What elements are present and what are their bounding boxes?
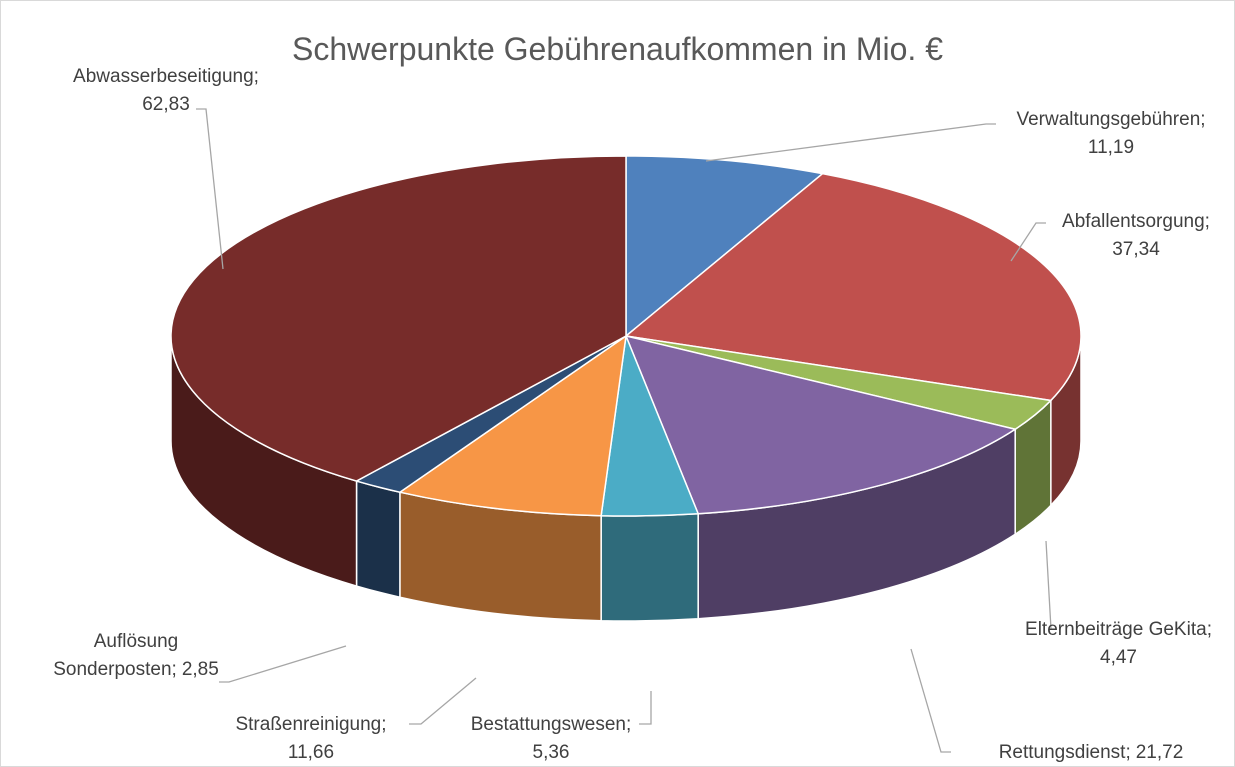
- label-separator: ;: [253, 66, 259, 87]
- label-value: 62,83: [142, 94, 190, 115]
- data-label: Bestattungswesen; 5,36: [461, 711, 641, 766]
- slice-side: [355, 480, 401, 599]
- leader-line: [639, 691, 652, 725]
- label-separator: ;: [625, 714, 632, 735]
- slice: [625, 155, 825, 338]
- slice: [170, 155, 627, 482]
- label-separator: ;: [171, 659, 177, 680]
- leader-line: [1045, 540, 1056, 630]
- label-value: 2,85: [181, 659, 219, 680]
- data-label: Verwaltungsgebühren; 11,19: [986, 106, 1234, 162]
- leader-line: [910, 648, 951, 753]
- label-category: Auflösung Sonderposten: [53, 631, 179, 680]
- leader-line: [196, 108, 224, 270]
- leader-line: [705, 123, 996, 162]
- label-separator: ;: [381, 714, 387, 735]
- label-separator: ;: [1204, 211, 1210, 232]
- data-label: Auflösung Sonderposten; 2,85: [41, 628, 231, 684]
- data-label: Rettungsdienst; 21,72: [946, 739, 1234, 766]
- chart-title: Schwerpunkte Gebührenaufkommen in Mio. €: [291, 31, 943, 67]
- label-category: Abwasserbeseitigung: [73, 66, 254, 87]
- data-label: Abfallentsorgung; 37,34: [1036, 208, 1234, 264]
- label-separator: ;: [1206, 619, 1212, 640]
- label-value: 11,19: [1087, 137, 1135, 158]
- label-category: Elternbeiträge GeKita: [1025, 619, 1207, 640]
- label-category: Abfallentsorgung: [1062, 211, 1205, 232]
- slice: [624, 172, 1082, 402]
- slice: [624, 334, 1018, 515]
- label-category: Verwaltungsgebühren: [1016, 109, 1201, 130]
- label-category: Bestattungswesen: [470, 714, 626, 735]
- data-label: Abwasserbeseitigung; 62,83: [61, 63, 271, 119]
- leader-line: [409, 677, 477, 725]
- label-category: Rettungsdienst: [998, 742, 1126, 763]
- slice: [398, 334, 627, 517]
- label-separator: ;: [1200, 109, 1206, 130]
- leader-line: [219, 645, 347, 683]
- leader-line: [1010, 222, 1046, 262]
- label-category: Straßenreinigung: [235, 714, 382, 735]
- label-separator: ;: [1125, 742, 1131, 763]
- data-label: Elternbeiträge GeKita; 4,47: [1001, 616, 1234, 672]
- label-value: 4,47: [1100, 647, 1137, 668]
- label-value: 21,72: [1135, 742, 1184, 763]
- label-value: 5,36: [532, 742, 570, 763]
- data-label: Straßenreinigung; 11,66: [216, 711, 406, 766]
- label-value: 37,34: [1112, 239, 1160, 260]
- label-value: 11,66: [287, 742, 335, 763]
- slice-side: [600, 512, 699, 622]
